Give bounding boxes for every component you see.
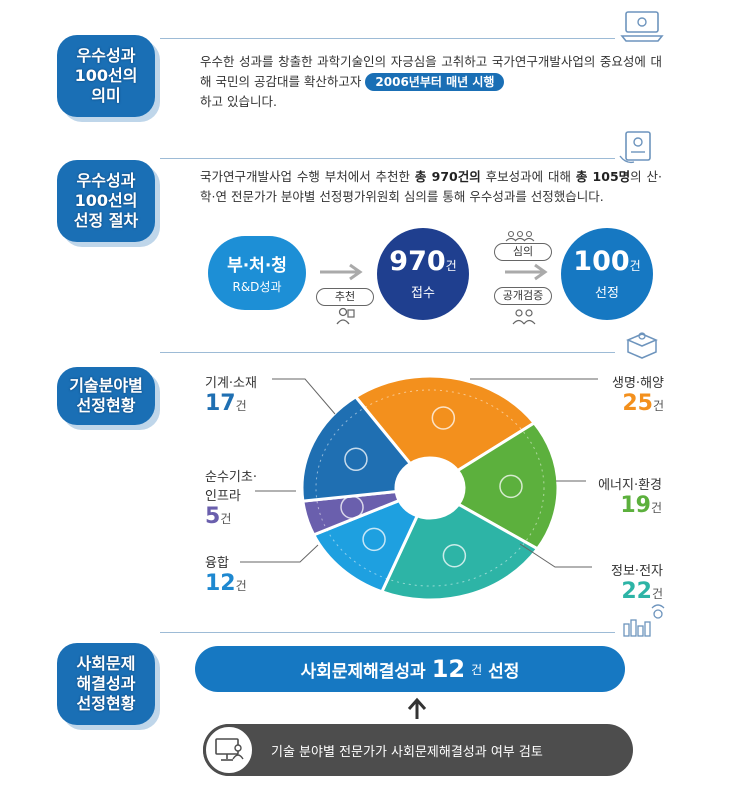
laptop-icon xyxy=(620,11,664,42)
social-result-suffix: 선정 xyxy=(488,661,520,682)
badge-tech-field: 기술분야별 선정현황 xyxy=(57,367,155,425)
category-unit: 건 xyxy=(235,579,247,593)
checklist-icon xyxy=(619,131,651,164)
social-result-value: 12 xyxy=(431,655,466,683)
gift-box-icon xyxy=(626,332,658,359)
category-convergence: 융합 12건 xyxy=(205,552,247,599)
badge-line: 100선의 xyxy=(74,191,138,210)
badge-line: 사회문제 xyxy=(76,654,136,673)
social-result-unit: 건 xyxy=(471,662,483,677)
procedure-text: 의 산·학·연 전문가가 분야별 선정평가위원회 심의를 통해 우수성과를 선정… xyxy=(200,169,662,204)
badge-line: 의미 xyxy=(91,86,121,105)
arrow-up-icon xyxy=(407,697,427,719)
badge-meaning: 우수성과 100선의 의미 xyxy=(57,35,155,117)
procedure-paragraph: 국가연구개발사업 수행 부처에서 추천한 총 970건의 후보성과에 대해 총 … xyxy=(200,167,662,207)
slice-icon-1 xyxy=(499,474,523,499)
category-info: 정보·전자 22건 xyxy=(595,560,663,607)
category-label: 인프라 xyxy=(205,489,241,504)
category-unit: 건 xyxy=(220,512,232,526)
category-value: 12 xyxy=(205,571,236,596)
category-value: 17 xyxy=(205,391,236,416)
badge-line: 선정 절차 xyxy=(73,211,139,230)
received-value: 970 xyxy=(389,245,446,277)
category-label: 기계·소재 xyxy=(205,376,257,391)
category-label: 에너지·환경 xyxy=(598,478,662,493)
category-label: 융합 xyxy=(205,556,229,571)
badge-line: 선정현황 xyxy=(76,694,136,713)
section-divider xyxy=(160,352,615,353)
category-label: 생명·해양 xyxy=(612,376,664,391)
arrow-right-icon xyxy=(320,263,363,281)
badge-social: 사회문제 해결성과 선정현황 xyxy=(57,643,155,725)
monitor-person-icon xyxy=(203,724,255,776)
category-value: 22 xyxy=(621,579,652,604)
procedure-bold: 총 105명 xyxy=(575,169,631,184)
badge-procedure: 우수성과 100선의 선정 절차 xyxy=(57,160,155,242)
meaning-paragraph: 우수한 성과를 창출한 과학기술인의 자긍심을 고취하고 국가연구개발사업의 중… xyxy=(200,52,662,112)
source-title: 부·처·청 xyxy=(227,256,287,276)
slice-icon-2 xyxy=(442,543,467,568)
section-divider xyxy=(160,632,615,633)
section-divider xyxy=(160,158,615,159)
meaning-text-end: 하고 있습니다. xyxy=(200,94,277,109)
social-result-text: 사회문제해결성과 xyxy=(300,661,426,682)
slice-icon-0 xyxy=(431,406,456,430)
badge-line: 선정현황 xyxy=(76,396,136,415)
received-unit: 건 xyxy=(445,258,457,273)
selected-label: 선정 xyxy=(595,285,619,301)
procedure-text: 국가연구개발사업 수행 부처에서 추천한 xyxy=(200,169,411,184)
received-circle: 970건 접수 xyxy=(377,228,469,320)
tech-field-donut-chart xyxy=(300,374,560,600)
people-group-icon xyxy=(505,230,535,242)
arrow-right-icon xyxy=(505,263,548,281)
slice-icon-3 xyxy=(362,527,386,552)
category-unit: 건 xyxy=(652,399,664,413)
badge-line: 우수성과 xyxy=(76,46,136,65)
badge-line: 해결성과 xyxy=(76,674,136,693)
category-label: 정보·전자 xyxy=(611,564,663,579)
category-unit: 건 xyxy=(650,501,662,515)
pie-slice-2 xyxy=(379,502,540,600)
selected-unit: 건 xyxy=(629,258,641,273)
social-result-bar: 사회문제해결성과 12 건 선정 xyxy=(195,646,625,692)
selected-circle: 100건 선정 xyxy=(561,228,653,320)
badge-line: 우수성과 xyxy=(76,171,136,190)
section-divider xyxy=(160,38,615,39)
decorative-ring xyxy=(315,389,545,587)
since-2006-badge: 2006년부터 매년 시행 xyxy=(365,73,505,91)
category-value: 25 xyxy=(622,391,653,416)
source-ministry-pill: 부·처·청 R&D성과 xyxy=(208,236,306,310)
step-review-tag: 심의 xyxy=(494,243,552,261)
source-sub: R&D성과 xyxy=(232,280,282,294)
city-signal-icon xyxy=(623,604,665,637)
category-energy: 에너지·환경 19건 xyxy=(588,474,662,521)
category-value: 19 xyxy=(620,493,651,518)
procedure-bold: 총 970건의 xyxy=(414,169,481,184)
badge-line: 기술분야별 xyxy=(69,376,143,395)
category-label: 순수기초· xyxy=(205,470,257,485)
step-verification-tag: 공개검증 xyxy=(494,287,552,305)
expert-review-bar: 기술 분야별 전문가가 사회문제해결성과 여부 검토 xyxy=(203,724,633,776)
category-life: 생명·해양 25건 xyxy=(600,372,664,419)
step-recommend-tag: 추천 xyxy=(316,288,374,306)
category-unit: 건 xyxy=(235,399,247,413)
badge-line: 100선의 xyxy=(74,66,138,85)
selected-value: 100 xyxy=(573,245,630,277)
category-value: 5 xyxy=(205,504,221,529)
pie-slice-0 xyxy=(353,374,537,473)
meaning-text: 우수한 성과를 창출한 과학기술인의 자긍심을 고취하고 국가연구개발사업의 중… xyxy=(200,54,662,89)
category-unit: 건 xyxy=(651,587,663,601)
slice-icon-5 xyxy=(344,447,368,472)
expert-review-text: 기술 분야별 전문가가 사회문제해결성과 여부 검토 xyxy=(271,744,543,760)
people-talk-icon xyxy=(512,309,536,325)
category-basic: 순수기초· 인프라 5건 xyxy=(205,466,257,532)
procedure-text: 후보성과에 대해 xyxy=(485,169,571,184)
category-machine: 기계·소재 17건 xyxy=(205,372,257,419)
received-label: 접수 xyxy=(411,285,435,301)
person-desk-icon xyxy=(336,307,355,325)
